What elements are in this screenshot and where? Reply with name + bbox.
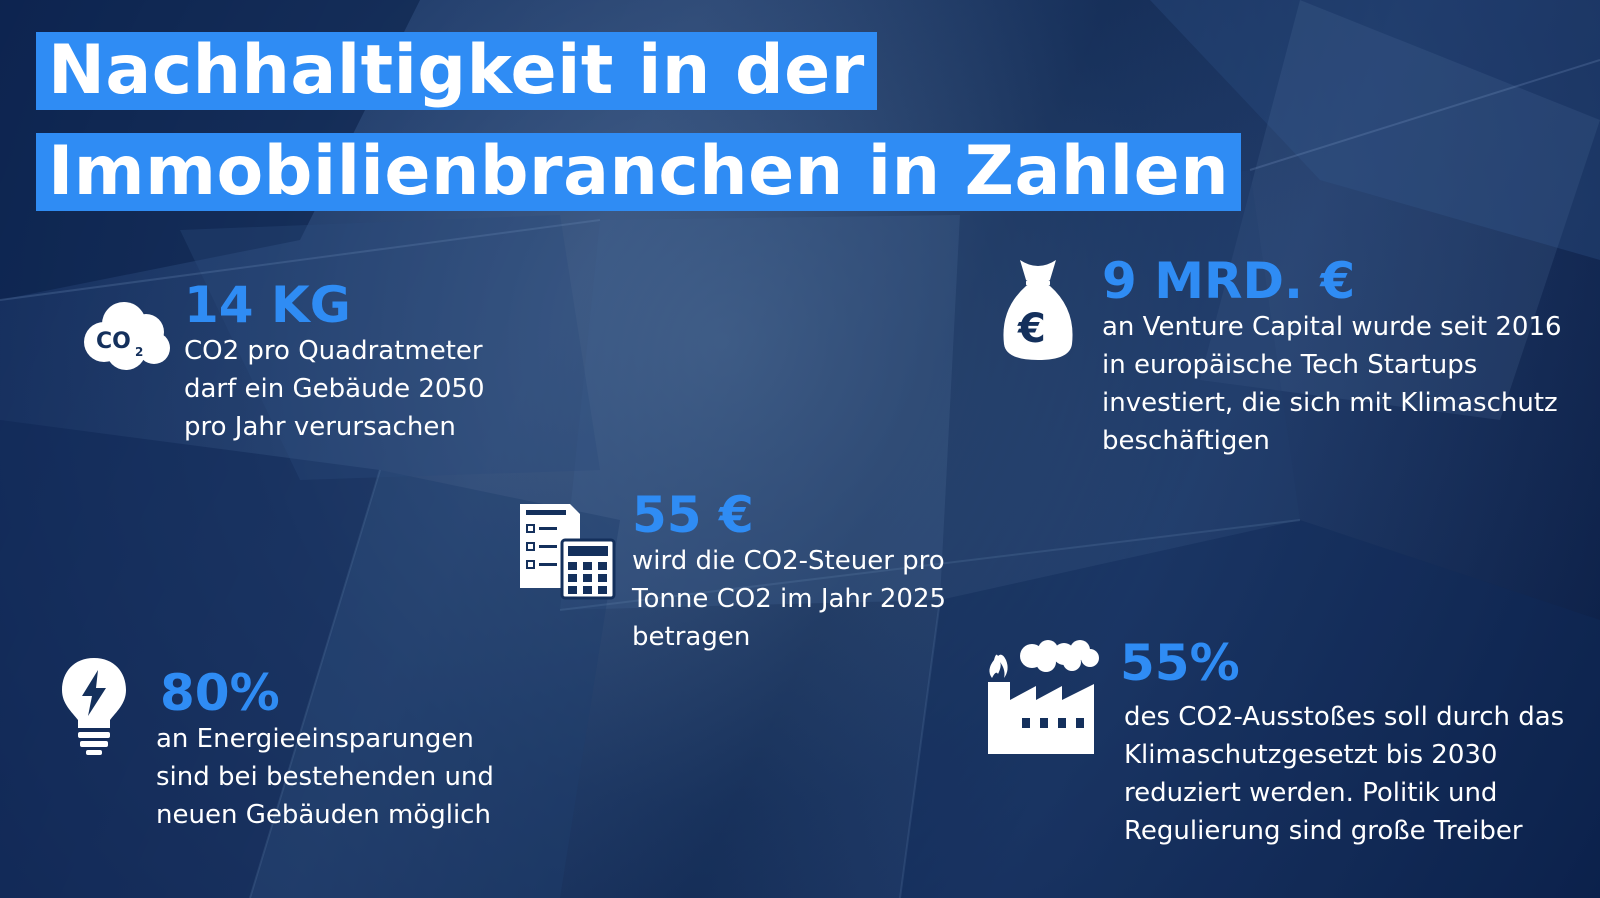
svg-text:€: €	[1017, 306, 1046, 352]
stat-desc-line: investiert, die sich mit Klimaschutz	[1102, 388, 1558, 418]
money-bag-euro-icon: €	[998, 254, 1078, 368]
factory-icon	[982, 640, 1100, 760]
stat-desc-line: neuen Gebäuden möglich	[156, 800, 491, 830]
stat-desc-line: in europäische Tech Startups	[1102, 350, 1478, 380]
stat-desc-line: des CO2-Ausstoßes soll durch das	[1124, 702, 1565, 732]
co2-cloud-icon: CO 2	[80, 298, 172, 376]
svg-text:2: 2	[135, 345, 143, 359]
stat-co2-tax: 55 € wird die CO2-Steuer pro Tonne CO2 i…	[632, 488, 946, 656]
stat-desc-line: an Venture Capital wurde seit 2016	[1102, 312, 1562, 342]
stat-desc-line: reduziert werden. Politik und	[1124, 778, 1498, 808]
stat-description: wird die CO2-Steuer pro Tonne CO2 im Jah…	[632, 542, 946, 656]
stat-description: an Energieeinsparungen sind bei bestehen…	[156, 720, 494, 834]
stat-value: 55%	[1120, 634, 1240, 692]
light-bulb-icon	[60, 656, 128, 760]
stat-description: an Venture Capital wurde seit 2016 in eu…	[1102, 308, 1562, 460]
stat-emission-reduction: 55% des CO2-Ausstoßes soll durch das Kli…	[1120, 636, 1564, 850]
title-line-2: Immobilienbranchen in Zahlen	[36, 133, 1242, 211]
stat-desc-line: pro Jahr verursachen	[184, 412, 456, 442]
stat-description: CO2 pro Quadratmeter darf ein Gebäude 20…	[184, 332, 485, 446]
stat-value: 55 €	[632, 486, 754, 544]
stat-desc-line: Klimaschutzgesetzt bis 2030	[1124, 740, 1498, 770]
stat-desc-line: beschäftigen	[1102, 426, 1270, 456]
stat-description: des CO2-Ausstoßes soll durch das Klimasc…	[1120, 690, 1564, 850]
stat-desc-line: sind bei bestehenden und	[156, 762, 494, 792]
title-line-1: Nachhaltigkeit in der	[36, 32, 877, 110]
stat-value: 9 MRD. €	[1102, 252, 1356, 310]
tax-form-calculator-icon	[518, 502, 616, 604]
stat-value: 80%	[160, 664, 280, 722]
stat-desc-line: darf ein Gebäude 2050	[184, 374, 485, 404]
stat-desc-line: wird die CO2-Steuer pro	[632, 546, 945, 576]
stat-desc-line: Tonne CO2 im Jahr 2025	[632, 584, 947, 614]
stat-energy-savings: 80% an Energieeinsparungen sind bei best…	[156, 666, 494, 834]
stat-desc-line: an Energieeinsparungen	[156, 724, 474, 754]
svg-text:CO: CO	[96, 329, 131, 354]
stat-value: 14 KG	[184, 276, 351, 334]
stat-venture-capital: 9 MRD. € an Venture Capital wurde seit 2…	[1102, 254, 1562, 460]
stat-desc-line: Regulierung sind große Treiber	[1124, 816, 1523, 846]
stat-desc-line: CO2 pro Quadratmeter	[184, 336, 483, 366]
stat-co2-per-sqm: 14 KG CO2 pro Quadratmeter darf ein Gebä…	[184, 278, 485, 446]
stat-desc-line: betragen	[632, 622, 751, 652]
